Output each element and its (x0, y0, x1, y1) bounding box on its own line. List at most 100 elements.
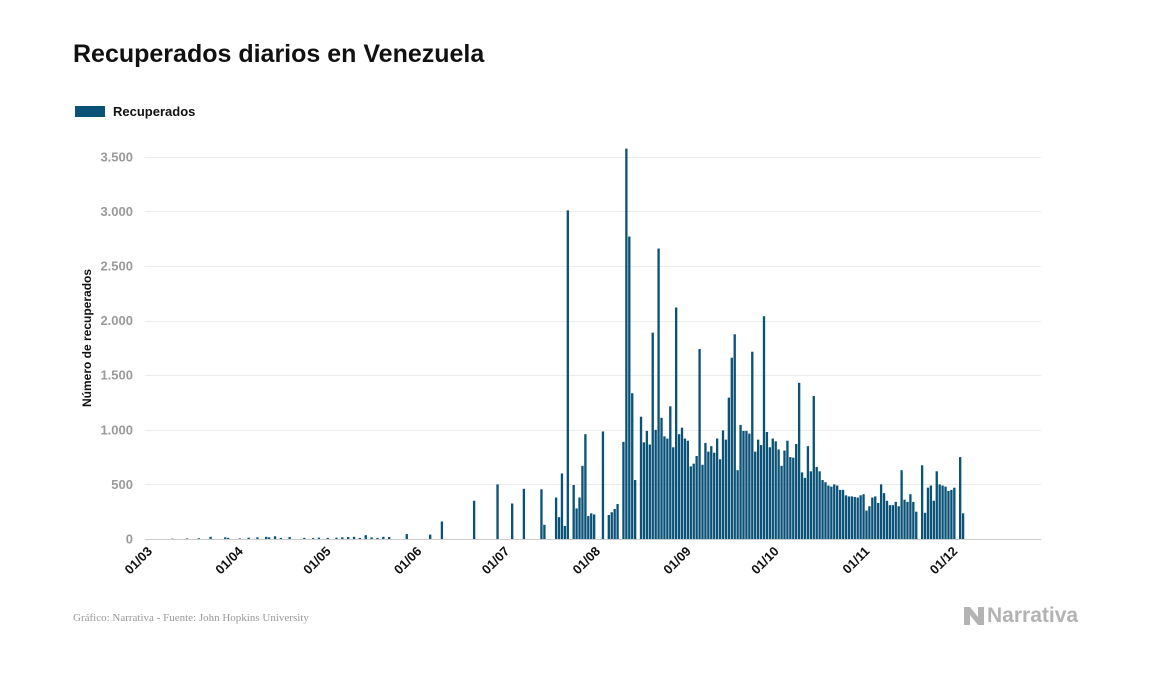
bar (677, 434, 681, 539)
bar (961, 513, 965, 539)
bar (812, 395, 815, 539)
bar (578, 497, 581, 539)
bar (959, 457, 962, 539)
y-tick-label: 0 (126, 532, 133, 547)
bar (370, 537, 373, 539)
bar (511, 503, 514, 539)
bar (628, 236, 631, 540)
bar (317, 537, 321, 539)
bar (847, 496, 851, 539)
bar (238, 538, 242, 540)
bar (654, 429, 657, 539)
bar (841, 489, 845, 539)
y-axis-label: Número de recuperados (80, 269, 94, 407)
bar (197, 538, 201, 540)
bar (859, 495, 862, 539)
bar (862, 494, 865, 539)
bar (756, 439, 760, 539)
bar (897, 506, 900, 539)
bar (795, 444, 798, 539)
bar (874, 496, 877, 539)
bar (698, 349, 701, 539)
bar (352, 536, 356, 539)
bar (587, 516, 590, 539)
bar (803, 477, 807, 539)
x-tick-label: 01/07 (479, 544, 513, 578)
x-tick-label: 01/03 (122, 544, 156, 578)
bar (695, 456, 698, 539)
y-axis-ticks: 0 500 1.000 1.500 2.000 2.500 3.000 3.500 (100, 149, 133, 546)
bar (838, 489, 842, 539)
bar (639, 416, 643, 539)
bar (557, 517, 561, 539)
bar (721, 430, 725, 539)
bar (631, 393, 634, 539)
bar (888, 505, 892, 539)
bar (833, 484, 836, 539)
bar (850, 496, 853, 539)
bar (891, 505, 894, 539)
bar (642, 442, 646, 539)
x-tick-label: 01/05 (300, 544, 334, 578)
bar (267, 537, 271, 539)
x-axis-ticks: 01/03 01/04 01/05 01/06 01/07 01/08 01/09 01/10… (122, 543, 961, 577)
bar (809, 471, 813, 539)
bar (209, 536, 212, 539)
y-tick-label: 3.000 (100, 204, 133, 219)
bar (710, 446, 713, 539)
y-tick-label: 500 (111, 477, 133, 492)
bar (718, 459, 722, 539)
bar (950, 489, 953, 539)
bar (815, 466, 818, 539)
bar (358, 537, 362, 539)
bar (745, 430, 748, 539)
bar (335, 537, 338, 539)
bar (926, 487, 930, 539)
bar (797, 382, 801, 539)
bar (894, 501, 897, 539)
bar (651, 332, 654, 539)
bar (613, 508, 616, 539)
bar (429, 534, 432, 539)
bar (279, 537, 283, 539)
bar (827, 485, 830, 539)
bar (953, 487, 956, 539)
bar (584, 434, 587, 539)
bar (265, 536, 268, 539)
bar (736, 470, 739, 539)
bar (759, 445, 763, 539)
bar (739, 424, 742, 539)
bar (554, 497, 558, 539)
bar (920, 465, 924, 539)
bar (707, 451, 710, 539)
bar (633, 480, 637, 539)
bar (273, 536, 277, 539)
bar (563, 525, 567, 539)
bar (836, 485, 839, 539)
bar (777, 449, 780, 539)
bar (941, 485, 944, 539)
bar (185, 538, 189, 540)
bar (724, 439, 728, 539)
brand-name: Narrativa (987, 604, 1079, 627)
bar (915, 511, 918, 539)
source-note: Gráfico: Narrativa - Fuente: John Hopkin… (73, 612, 309, 624)
bar (912, 501, 915, 539)
y-tick-label: 2.500 (100, 259, 133, 274)
bar (382, 536, 385, 539)
bar (800, 472, 804, 539)
bar (879, 484, 883, 539)
bar (748, 433, 751, 539)
bar (733, 334, 736, 539)
y-tick-label: 2.000 (100, 313, 133, 328)
bar (566, 210, 569, 539)
bar (929, 485, 933, 539)
brand-logo: Narrativa (964, 604, 1078, 628)
bar (868, 506, 871, 539)
legend: Recuperados (75, 104, 195, 119)
bar (496, 484, 499, 539)
bar (247, 537, 250, 539)
bar (727, 397, 731, 539)
bar (844, 495, 848, 539)
